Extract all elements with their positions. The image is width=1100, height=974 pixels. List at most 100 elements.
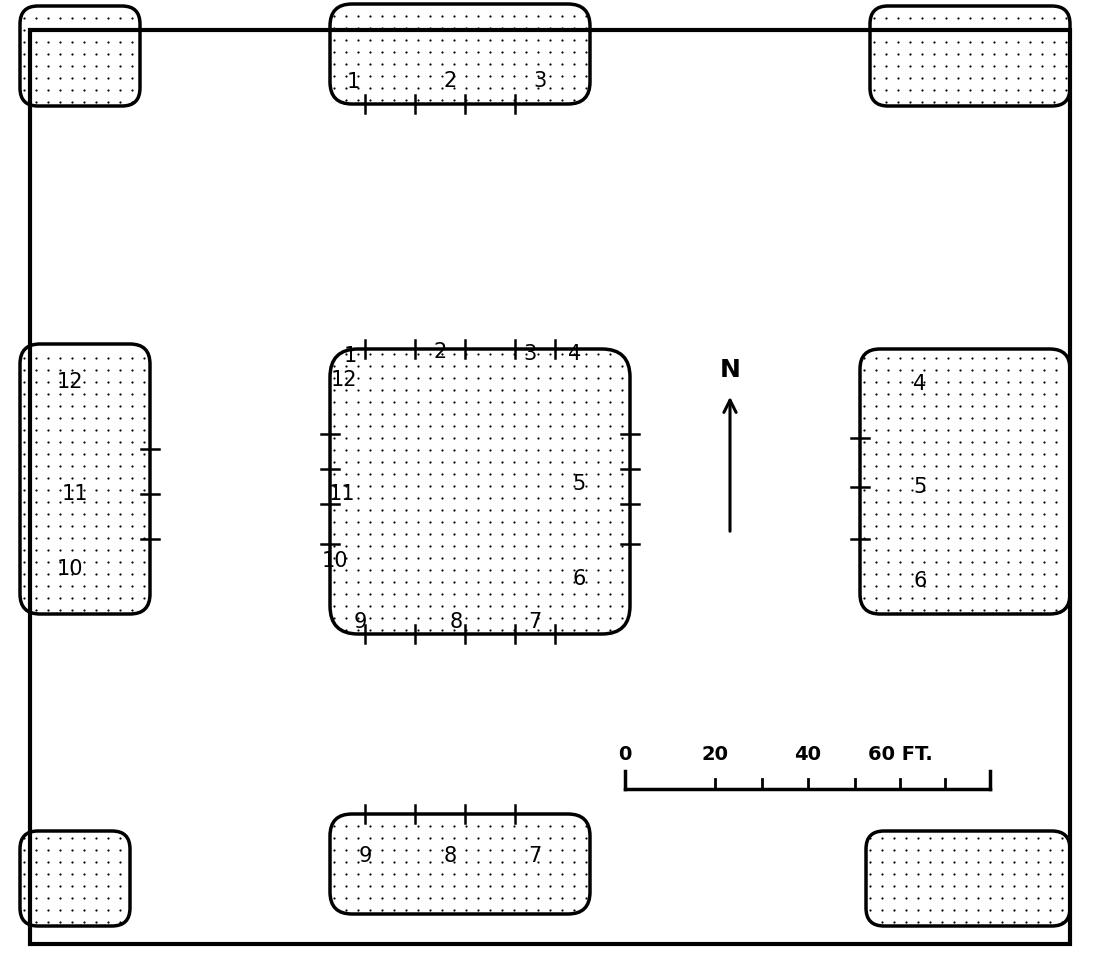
Point bbox=[529, 454, 547, 469]
Point bbox=[602, 478, 619, 494]
Point bbox=[481, 454, 498, 469]
Point bbox=[999, 506, 1016, 522]
Point bbox=[529, 562, 547, 578]
Point bbox=[974, 70, 991, 86]
Point bbox=[493, 902, 510, 918]
Point bbox=[553, 526, 571, 542]
Point bbox=[981, 902, 999, 918]
Point bbox=[421, 598, 439, 614]
Point bbox=[373, 442, 390, 458]
Point bbox=[879, 482, 896, 498]
Point bbox=[15, 530, 33, 545]
Point bbox=[63, 902, 80, 918]
Point bbox=[565, 56, 583, 72]
Point bbox=[1053, 902, 1070, 918]
Point bbox=[505, 44, 522, 59]
Point bbox=[87, 830, 104, 845]
Point bbox=[338, 490, 355, 506]
Point bbox=[999, 387, 1016, 402]
Point bbox=[578, 478, 595, 494]
Point bbox=[493, 358, 510, 374]
Point bbox=[421, 454, 439, 469]
Point bbox=[873, 902, 891, 918]
Point bbox=[123, 70, 141, 86]
Point bbox=[397, 598, 415, 614]
Point bbox=[338, 68, 355, 84]
Point bbox=[15, 554, 33, 570]
Point bbox=[613, 575, 630, 590]
Point bbox=[421, 467, 439, 482]
Point bbox=[52, 830, 69, 845]
Point bbox=[397, 346, 415, 361]
Point bbox=[458, 539, 475, 554]
Point bbox=[52, 543, 69, 558]
Point bbox=[877, 82, 894, 97]
Point bbox=[913, 58, 931, 74]
Point bbox=[903, 602, 921, 618]
Point bbox=[553, 20, 571, 36]
Point bbox=[1023, 398, 1041, 414]
Point bbox=[913, 10, 931, 25]
Point bbox=[553, 866, 571, 881]
Point bbox=[63, 58, 80, 74]
Point bbox=[1011, 351, 1028, 366]
Point bbox=[397, 575, 415, 590]
Point bbox=[933, 902, 950, 918]
Point bbox=[505, 20, 522, 36]
Point bbox=[981, 915, 999, 930]
Point bbox=[385, 442, 403, 458]
Point bbox=[326, 490, 343, 506]
Point bbox=[385, 56, 403, 72]
Point bbox=[433, 879, 451, 894]
Point bbox=[529, 406, 547, 422]
Point bbox=[1011, 470, 1028, 486]
Point bbox=[553, 622, 571, 638]
Point bbox=[1021, 46, 1038, 61]
Point bbox=[446, 358, 463, 374]
Point bbox=[397, 902, 415, 918]
Point bbox=[446, 610, 463, 625]
Point bbox=[433, 890, 451, 906]
Point bbox=[952, 506, 969, 522]
Point bbox=[529, 539, 547, 554]
Point bbox=[111, 602, 129, 618]
Point bbox=[409, 818, 427, 834]
Point bbox=[409, 454, 427, 469]
Point bbox=[421, 44, 439, 59]
Point bbox=[565, 370, 583, 386]
Point bbox=[361, 478, 378, 494]
Point bbox=[517, 902, 535, 918]
Point bbox=[397, 478, 415, 494]
Point bbox=[1011, 374, 1028, 390]
Point bbox=[397, 382, 415, 397]
Point bbox=[481, 598, 498, 614]
Point bbox=[505, 866, 522, 881]
Point bbox=[15, 34, 33, 50]
Point bbox=[937, 22, 955, 38]
Point bbox=[481, 478, 498, 494]
Point bbox=[15, 446, 33, 462]
Point bbox=[1035, 554, 1053, 570]
Point bbox=[373, 44, 390, 59]
Point bbox=[123, 530, 141, 545]
Point bbox=[1005, 854, 1023, 870]
Point bbox=[1030, 879, 1047, 894]
Point bbox=[964, 446, 981, 462]
Point bbox=[75, 470, 92, 486]
Point bbox=[446, 575, 463, 590]
Point bbox=[1047, 374, 1065, 390]
Point bbox=[986, 58, 1003, 74]
Point bbox=[326, 526, 343, 542]
Point bbox=[40, 434, 57, 450]
Point bbox=[1023, 470, 1041, 486]
Point bbox=[15, 351, 33, 366]
Point bbox=[952, 434, 969, 450]
Point bbox=[578, 8, 595, 23]
Point bbox=[541, 394, 559, 410]
Point bbox=[326, 610, 343, 625]
Point bbox=[87, 518, 104, 534]
Point bbox=[957, 890, 975, 906]
Point bbox=[123, 543, 141, 558]
Point bbox=[40, 530, 57, 545]
Point bbox=[505, 32, 522, 48]
